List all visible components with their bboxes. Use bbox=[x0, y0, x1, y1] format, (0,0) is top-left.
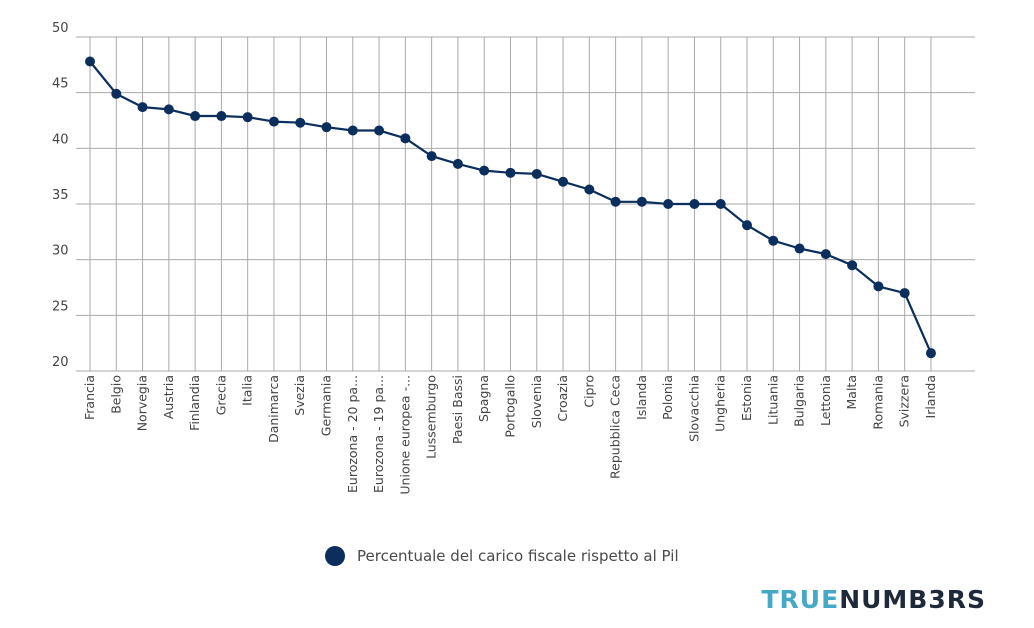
data-point bbox=[820, 249, 831, 260]
legend: Percentuale del carico fiscale rispetto … bbox=[325, 546, 679, 566]
data-point bbox=[374, 125, 385, 136]
data-point bbox=[242, 112, 253, 123]
x-tick-label: Lituania bbox=[765, 375, 780, 425]
x-tick-label: Paesi Bassi bbox=[450, 375, 465, 444]
data-point bbox=[558, 176, 569, 187]
x-tick-label: Lussemburgo bbox=[424, 375, 439, 459]
x-tick-label: Irlanda bbox=[923, 375, 938, 418]
x-tick-label: Grecia bbox=[213, 375, 228, 415]
data-point bbox=[190, 111, 201, 122]
x-tick-label: Malta bbox=[844, 375, 859, 409]
brand-logo: TRUENUMB3RS bbox=[762, 585, 987, 614]
x-tick-label: Norvegia bbox=[135, 375, 150, 431]
x-tick-label: Bulgaria bbox=[792, 375, 807, 427]
x-tick-label: Danimarca bbox=[266, 375, 281, 443]
data-point bbox=[505, 167, 516, 178]
y-tick-label: 50 bbox=[52, 21, 69, 36]
x-tick-label: Eurozona - 20 pa... bbox=[345, 375, 360, 493]
y-tick-label: 45 bbox=[52, 77, 69, 92]
data-point bbox=[899, 288, 910, 299]
y-axis-ticks: 50 45 40 35 30 25 20 bbox=[52, 21, 69, 370]
data-point bbox=[531, 168, 542, 179]
data-point bbox=[925, 348, 936, 359]
data-point bbox=[111, 88, 122, 99]
data-point bbox=[321, 122, 332, 133]
x-tick-label: Eurozona - 19 pa... bbox=[371, 375, 386, 493]
x-tick-label: Repubblica Ceca bbox=[608, 375, 623, 479]
x-tick-label: Austria bbox=[161, 375, 176, 419]
brand-logo-part2: NUMB3RS bbox=[839, 585, 986, 614]
x-tick-label: Slovacchia bbox=[686, 375, 701, 442]
y-tick-label: 20 bbox=[52, 355, 69, 370]
x-tick-label: Slovenia bbox=[529, 375, 544, 428]
data-point bbox=[794, 243, 805, 254]
x-tick-label: Svezia bbox=[292, 375, 307, 416]
data-point bbox=[873, 281, 884, 292]
data-point bbox=[163, 104, 174, 115]
x-tick-label: Ungheria bbox=[713, 375, 728, 432]
x-tick-label: Spagna bbox=[476, 375, 491, 422]
y-tick-label: 35 bbox=[52, 188, 69, 203]
data-point bbox=[742, 220, 752, 231]
x-tick-label: Unione europea -... bbox=[397, 375, 412, 495]
x-tick-label: Croazia bbox=[555, 375, 570, 422]
data-point bbox=[295, 117, 306, 128]
data-point bbox=[689, 199, 700, 209]
x-axis-ticks: Francia Belgio Norvegia Austria Finlandia Gre… bbox=[82, 375, 938, 495]
brand-logo-part1: TRUE bbox=[761, 585, 840, 614]
data-point bbox=[847, 260, 858, 271]
data-point bbox=[137, 102, 148, 113]
data-point bbox=[610, 196, 621, 207]
x-tick-label: Italia bbox=[240, 375, 255, 406]
grid-layer bbox=[76, 36, 975, 372]
x-tick-label: Belgio bbox=[108, 375, 123, 414]
data-point bbox=[479, 165, 490, 176]
data-point bbox=[400, 133, 411, 144]
data-point bbox=[584, 184, 595, 195]
x-tick-label: Francia bbox=[82, 375, 97, 420]
y-tick-label: 40 bbox=[52, 132, 69, 147]
x-tick-label: Romania bbox=[870, 375, 885, 430]
data-point bbox=[216, 111, 227, 122]
x-tick-label: Cipro bbox=[581, 375, 596, 408]
data-point bbox=[85, 56, 95, 67]
data-point bbox=[268, 116, 279, 127]
data-point bbox=[452, 158, 463, 169]
x-tick-label: Polonia bbox=[660, 375, 675, 420]
x-tick-label: Islanda bbox=[634, 375, 649, 420]
x-tick-label: Portogallo bbox=[502, 375, 517, 438]
data-point bbox=[426, 151, 437, 162]
y-tick-label: 25 bbox=[52, 299, 69, 314]
x-tick-label: Germania bbox=[319, 375, 334, 436]
data-point bbox=[636, 196, 647, 207]
legend-label: Percentuale del carico fiscale rispetto … bbox=[357, 547, 679, 565]
data-point bbox=[663, 199, 674, 209]
data-point bbox=[347, 125, 358, 136]
series-points-layer bbox=[85, 56, 936, 359]
x-tick-label: Finlandia bbox=[187, 375, 202, 431]
legend-marker bbox=[325, 546, 345, 566]
x-tick-label: Lettonia bbox=[818, 375, 833, 426]
y-tick-label: 30 bbox=[52, 244, 69, 259]
x-tick-label: Estonia bbox=[739, 375, 754, 421]
data-point bbox=[715, 199, 726, 209]
data-point bbox=[768, 235, 779, 246]
x-tick-label: Svizzera bbox=[897, 375, 912, 427]
